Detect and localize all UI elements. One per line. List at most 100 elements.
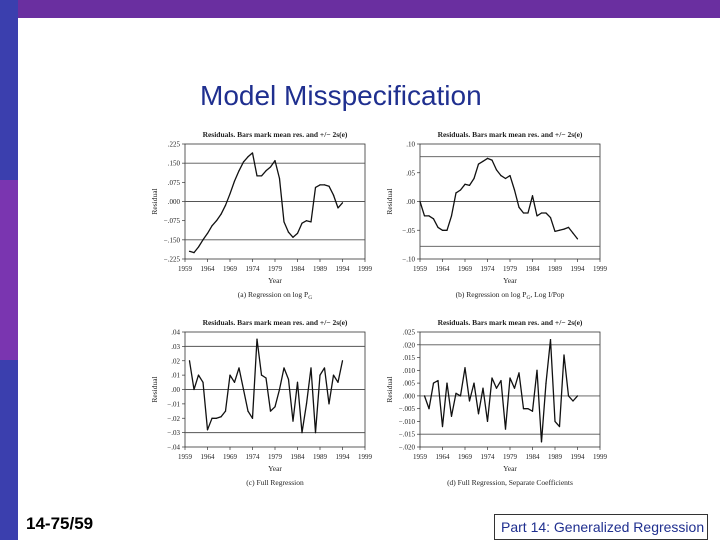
data-point xyxy=(536,369,538,371)
data-point xyxy=(229,374,231,376)
data-point xyxy=(319,184,321,186)
y-axis-label: Residual xyxy=(385,376,394,402)
data-point xyxy=(567,226,570,228)
data-point xyxy=(274,160,276,162)
plot-frame xyxy=(419,331,601,448)
data-point xyxy=(278,177,281,180)
data-point xyxy=(260,374,263,376)
x-tick-label: 1979 xyxy=(268,265,283,273)
data-point xyxy=(477,413,480,415)
data-point xyxy=(432,382,435,384)
x-tick-label: 1964 xyxy=(201,265,216,273)
data-point xyxy=(337,207,339,209)
slide-number: 14-75/59 xyxy=(26,514,94,533)
data-point xyxy=(446,382,448,384)
y-tick-label: −.04 xyxy=(167,444,180,452)
y-tick-label: −.10 xyxy=(402,256,415,264)
y-tick-label: .025 xyxy=(403,329,416,337)
data-point xyxy=(455,392,457,394)
data-point xyxy=(242,161,245,163)
y-tick-label: .005 xyxy=(403,380,416,388)
x-tick-label: 1959 xyxy=(413,265,428,273)
residual-chart-b: Residuals. Bars mark mean res. and +/− 2… xyxy=(385,130,608,301)
data-point xyxy=(323,184,326,186)
y-tick-label: −.075 xyxy=(164,217,181,225)
y-tick-label: −.015 xyxy=(399,431,416,439)
data-point xyxy=(278,388,281,391)
x-tick-label: 1999 xyxy=(593,453,608,461)
data-point xyxy=(558,229,561,231)
data-point xyxy=(441,425,444,428)
data-point xyxy=(513,387,516,389)
data-point xyxy=(274,406,276,408)
data-point xyxy=(188,250,191,252)
data-point xyxy=(215,417,218,419)
x-tick-label: 1994 xyxy=(336,265,351,273)
x-tick-label: 1974 xyxy=(246,453,261,461)
x-tick-label: 1969 xyxy=(223,453,238,461)
data-point xyxy=(314,432,317,434)
x-tick-label: 1984 xyxy=(526,265,541,273)
x-tick-label: 1989 xyxy=(313,265,328,273)
caption-main: (a) Regression on log P xyxy=(238,290,308,299)
chart-title: Residuals. Bars mark mean res. and +/− 2… xyxy=(203,318,348,327)
data-point xyxy=(437,226,439,228)
data-point xyxy=(292,236,294,238)
x-tick-label: 1999 xyxy=(358,453,373,461)
data-point xyxy=(554,420,556,423)
data-point xyxy=(269,410,272,412)
data-point xyxy=(332,374,335,376)
data-point xyxy=(220,213,222,215)
data-point xyxy=(251,152,254,154)
data-point xyxy=(260,175,263,177)
data-point xyxy=(572,400,574,402)
y-tick-label: .000 xyxy=(403,392,416,400)
data-point xyxy=(251,417,254,419)
data-point xyxy=(428,408,430,410)
data-point xyxy=(509,377,511,379)
footer-text: Part 14: Generalized Regression xyxy=(501,519,705,535)
data-point xyxy=(473,382,475,384)
y-tick-label: .03 xyxy=(171,343,180,351)
data-point xyxy=(482,160,484,162)
data-point xyxy=(283,221,285,223)
residual-chart-a: Residuals. Bars mark mean res. and +/− 2… xyxy=(150,130,373,301)
data-point xyxy=(188,360,191,362)
data-point xyxy=(500,175,502,177)
slide-title: Model Misspecification xyxy=(200,80,482,111)
y-tick-label: .000 xyxy=(168,198,181,206)
x-tick-label: 1974 xyxy=(481,453,496,461)
x-tick-label: 1994 xyxy=(571,265,586,273)
y-tick-label: .02 xyxy=(171,357,180,365)
y-tick-label: .05 xyxy=(406,169,415,177)
data-point xyxy=(491,377,493,379)
data-point xyxy=(287,378,290,381)
data-point xyxy=(563,354,565,356)
y-tick-label: .075 xyxy=(168,179,181,187)
y-tick-label: −.010 xyxy=(399,418,416,426)
data-point xyxy=(482,387,484,389)
data-point xyxy=(296,232,299,235)
data-point xyxy=(202,239,204,241)
data-point xyxy=(256,338,258,340)
data-point xyxy=(473,177,475,180)
x-axis-label: Year xyxy=(268,276,282,285)
data-point xyxy=(224,204,227,206)
data-point xyxy=(202,381,204,383)
x-tick-label: 1959 xyxy=(178,453,193,461)
residual-series-line xyxy=(419,157,579,240)
data-point xyxy=(450,215,453,217)
data-point xyxy=(518,372,520,374)
data-point xyxy=(549,217,552,219)
data-point xyxy=(545,382,547,384)
x-tick-label: 1984 xyxy=(526,453,541,461)
data-point xyxy=(572,232,574,234)
caption-main: (c) Full Regression xyxy=(246,478,304,487)
chart-title: Residuals. Bars mark mean res. and +/− 2… xyxy=(438,318,583,327)
data-point xyxy=(314,186,317,189)
data-point xyxy=(247,410,249,412)
y-axis-label: Residual xyxy=(150,376,159,402)
y-tick-label: .10 xyxy=(406,141,415,149)
data-point xyxy=(513,189,516,191)
x-axis-label: Year xyxy=(503,276,517,285)
